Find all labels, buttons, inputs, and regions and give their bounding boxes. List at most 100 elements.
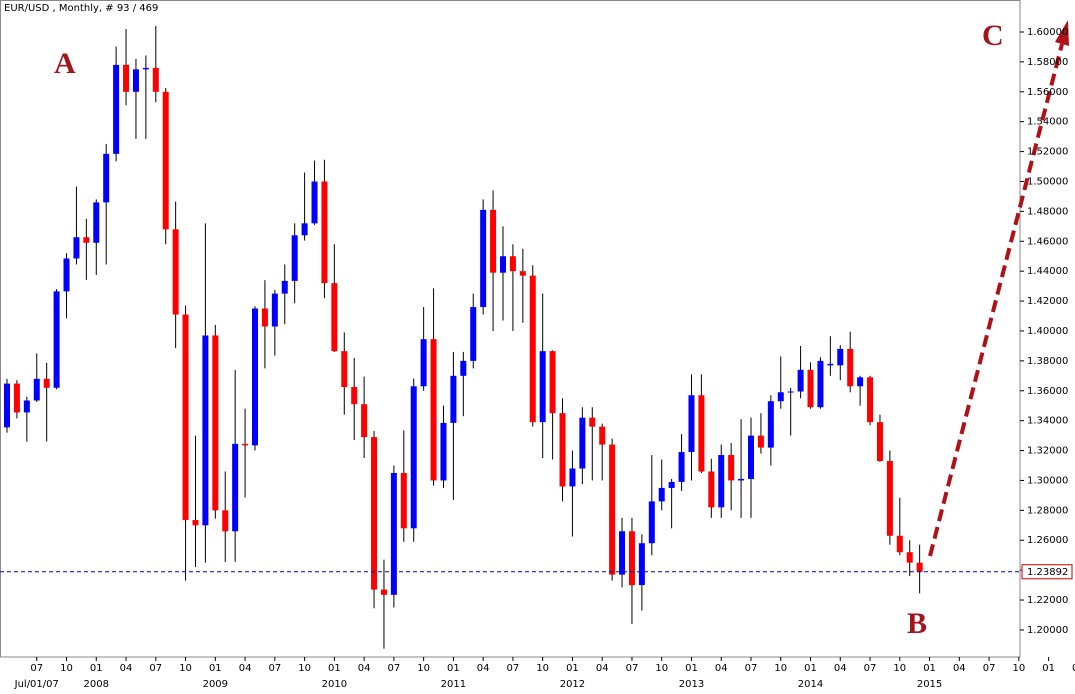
y-tick-label: 1.38000 [1027,356,1068,367]
x-tick-label: 01 [1042,663,1055,674]
x-tick-label: 10 [60,663,73,674]
y-tick-label: 1.22000 [1027,595,1068,606]
candle-body [559,413,566,487]
y-tick-label: 1.28000 [1027,505,1068,516]
candle-body [817,360,824,408]
x-tick-label: 10 [655,663,668,674]
x-year-label: 2015 [917,679,942,690]
x-tick-label: 10 [536,663,549,674]
y-tick-label: 1.36000 [1027,386,1068,397]
candle-body [688,395,695,453]
x-tick-label: 01 [447,663,460,674]
annotation: C [982,19,1004,52]
x-tick-label: 10 [1012,663,1025,674]
x-tick-label: 07 [864,663,877,674]
candle-body [886,461,893,536]
candle-body [757,435,764,448]
candle-body [916,562,923,572]
candle-body [906,552,913,563]
candle-body [847,348,854,387]
candle-body [271,293,278,327]
price-label: 1.23892 [1027,567,1068,578]
x-tick-label: 04 [715,663,728,674]
y-tick-label: 1.58000 [1027,57,1068,68]
candle-body [876,422,883,462]
y-tick-label: 1.26000 [1027,535,1068,546]
candle-body [410,386,417,529]
candle-body [579,417,586,469]
candle-body [837,348,844,366]
candle-body [539,351,546,423]
candle-body [63,258,70,292]
y-tick-label: 1.60000 [1027,27,1068,38]
candle-body [738,478,745,481]
x-tick-label: 10 [893,663,906,674]
candle-body [628,531,635,586]
candle-body [341,351,348,388]
candle-body [678,452,685,482]
x-tick-label: 04 [953,663,966,674]
candle-body [400,472,407,529]
candle-body [509,256,516,272]
x-tick-label: 01 [685,663,698,674]
x-tick-label: 04 [239,663,252,674]
y-tick-label: 1.48000 [1027,206,1068,217]
x-tick-label: 01 [804,663,817,674]
annotation: B [907,607,927,640]
x-tick-label: 07 [388,663,401,674]
y-tick-label: 1.20000 [1027,625,1068,636]
candle-body [490,209,497,273]
candle-body [142,67,149,70]
chart-title: EUR/USD , Monthly, # 93 / 469 [4,3,158,14]
x-tick-label: 07 [268,663,281,674]
candle-body [420,339,427,387]
x-tick-label: 01 [566,663,579,674]
candle-body [242,443,249,446]
candle-body [390,472,397,595]
x-tick-label: 10 [179,663,192,674]
candle-body [73,237,80,259]
candle-body [232,443,239,532]
x-tick-label: 07 [745,663,758,674]
candle-body [351,387,358,405]
candle-body [43,378,50,388]
candle-body [252,308,258,446]
x-tick-label: 01 [90,663,103,674]
candle-body [896,535,903,553]
x-year-label: 2013 [679,679,704,690]
candle-body [311,181,318,224]
x-tick-label: 04 [834,663,847,674]
candle-body [132,69,139,92]
x-tick-label: 04 [1072,663,1075,674]
candle-body [103,153,110,203]
candle-body [212,335,219,511]
candle-body [371,437,378,590]
candle-body [748,435,754,479]
x-tick-label: 04 [120,663,133,674]
candle-body [23,400,30,413]
y-tick-label: 1.56000 [1027,87,1068,98]
x-tick-label: 01 [328,663,341,674]
candle-body [152,67,159,92]
candle-body [380,589,387,595]
candle-body [53,291,60,388]
candle-body [549,351,556,414]
candle-body [182,314,189,521]
candle-body [202,335,209,526]
x-tick-label: 10 [298,663,311,674]
candle-body [261,308,268,327]
x-tick-label: 07 [983,663,996,674]
candle-body [638,543,645,586]
candle-body [321,181,328,284]
x-year-label: 2008 [84,679,109,690]
candle-body [480,209,487,308]
plot-border [0,0,1021,658]
candle-body [460,360,467,376]
candle-body [867,377,874,423]
candle-body [648,501,655,544]
candle-body [787,391,794,393]
candle-body [222,510,229,532]
candle-body [718,455,725,508]
